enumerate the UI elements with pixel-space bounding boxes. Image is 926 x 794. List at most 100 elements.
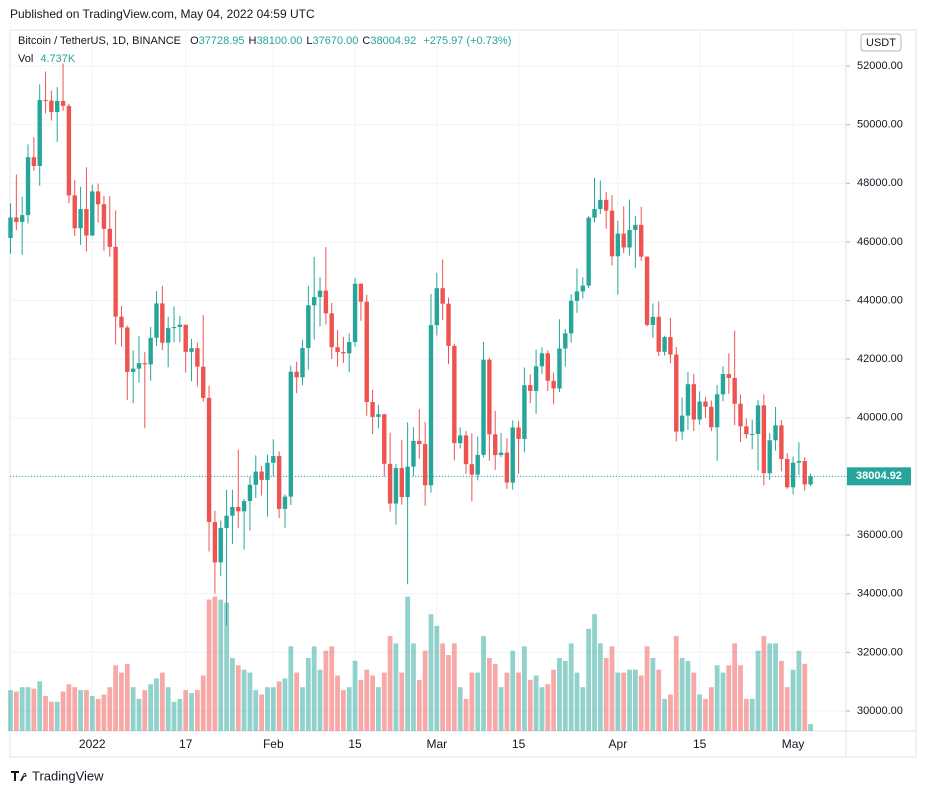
candle-body [218, 527, 223, 563]
volume-bar [662, 698, 667, 731]
volume-bar [317, 669, 323, 731]
volume-bar [241, 669, 247, 731]
volume-bar [340, 690, 346, 731]
candle-body [662, 337, 667, 352]
candle-body [66, 105, 72, 196]
candle-body [720, 374, 726, 395]
volume-bar [808, 724, 813, 731]
candle-body [487, 359, 492, 435]
y-tick-label: 48000.00 [857, 177, 903, 189]
quote-key: C [362, 35, 371, 47]
candle-body [95, 191, 101, 205]
volume-bars [8, 596, 813, 731]
volume-bar [522, 646, 527, 731]
quote: O37728.95 H38100.00 L37670.00 C38004.92 [190, 35, 420, 47]
candle-body [259, 471, 264, 480]
candle-body [341, 352, 346, 354]
volume-bar [48, 701, 54, 731]
volume-bar [364, 669, 370, 731]
volume-bar [282, 678, 288, 731]
candle-body [714, 394, 720, 428]
candle-body [142, 363, 148, 365]
volume-bar [194, 690, 200, 731]
volume-bar [224, 602, 229, 731]
volume-bar [177, 698, 183, 731]
candle-body [650, 316, 656, 325]
y-tick-label: 52000.00 [857, 60, 903, 72]
candle-body [236, 507, 241, 512]
volume-bar [189, 693, 194, 731]
y-tick-label: 50000.00 [857, 119, 903, 131]
volume-bar [773, 643, 778, 731]
candle-body [709, 406, 714, 428]
volume-bar [457, 687, 463, 731]
volume-bar [603, 658, 609, 731]
volume-bar [451, 643, 457, 731]
quote-key: L [306, 35, 313, 47]
candle-body [440, 288, 445, 304]
volume-bar [527, 679, 533, 731]
volume-bar [19, 687, 25, 731]
quote-value: 37670.00 [312, 35, 359, 47]
volume-bar [632, 669, 638, 731]
candle-body [177, 324, 183, 328]
volume-bar [796, 650, 802, 731]
volume-bar [200, 675, 206, 731]
volume-bar [107, 687, 113, 731]
candle-body [732, 378, 737, 404]
volume-bar [609, 646, 615, 731]
candle-body [703, 401, 708, 407]
candle-body [19, 215, 25, 222]
published: Published on TradingView.com, May 04, 20… [10, 7, 315, 21]
candle-body [119, 316, 124, 328]
candle-body [738, 403, 743, 427]
candle-body [726, 374, 732, 379]
volume-bar [504, 672, 510, 731]
volume-bar [247, 672, 253, 731]
volume-bar [691, 672, 697, 731]
volume-bar [644, 646, 650, 731]
volume-bar [335, 675, 340, 731]
candle-body [493, 434, 498, 456]
candle-body [557, 348, 562, 389]
candle-body [306, 305, 311, 349]
candle-body [580, 285, 586, 292]
x-tick-label: Feb [263, 737, 284, 751]
candle-body [224, 515, 229, 528]
volume-bar [8, 690, 13, 731]
volume-bar [276, 681, 282, 731]
x-tick-label: May [782, 737, 805, 751]
volume-bar [790, 669, 796, 731]
candle-body [335, 347, 340, 353]
volume-bar [428, 614, 434, 731]
volume-bar [206, 599, 212, 731]
candle-body [697, 401, 702, 420]
volume-bar [270, 687, 276, 731]
candle-body [533, 366, 539, 391]
candle-body [201, 366, 206, 398]
volume-bar [627, 669, 632, 731]
volume-last: 4.737K [40, 53, 76, 65]
volume-bar [621, 672, 627, 731]
candle-body [685, 384, 691, 416]
candle-body [603, 199, 609, 211]
candle-body [598, 199, 603, 210]
last-price-label: 38004.92 [856, 470, 902, 482]
unit-button[interactable] [860, 33, 902, 52]
volume-bar [510, 650, 516, 731]
volume-bar [265, 687, 270, 731]
candle-body [136, 363, 142, 369]
x-tick-label: 2022 [79, 737, 106, 751]
candle-body [352, 283, 358, 343]
candle-body [633, 224, 638, 230]
volume-bar [481, 636, 486, 731]
volume-bar [259, 694, 265, 731]
candle-body [808, 476, 813, 485]
volume-bar [802, 663, 808, 731]
candle-body [411, 440, 416, 467]
volume-bar [78, 690, 83, 731]
candle-body [382, 414, 387, 464]
y-tick-label: 40000.00 [857, 412, 903, 424]
volume-bar [84, 690, 89, 731]
candle-body [563, 333, 568, 349]
